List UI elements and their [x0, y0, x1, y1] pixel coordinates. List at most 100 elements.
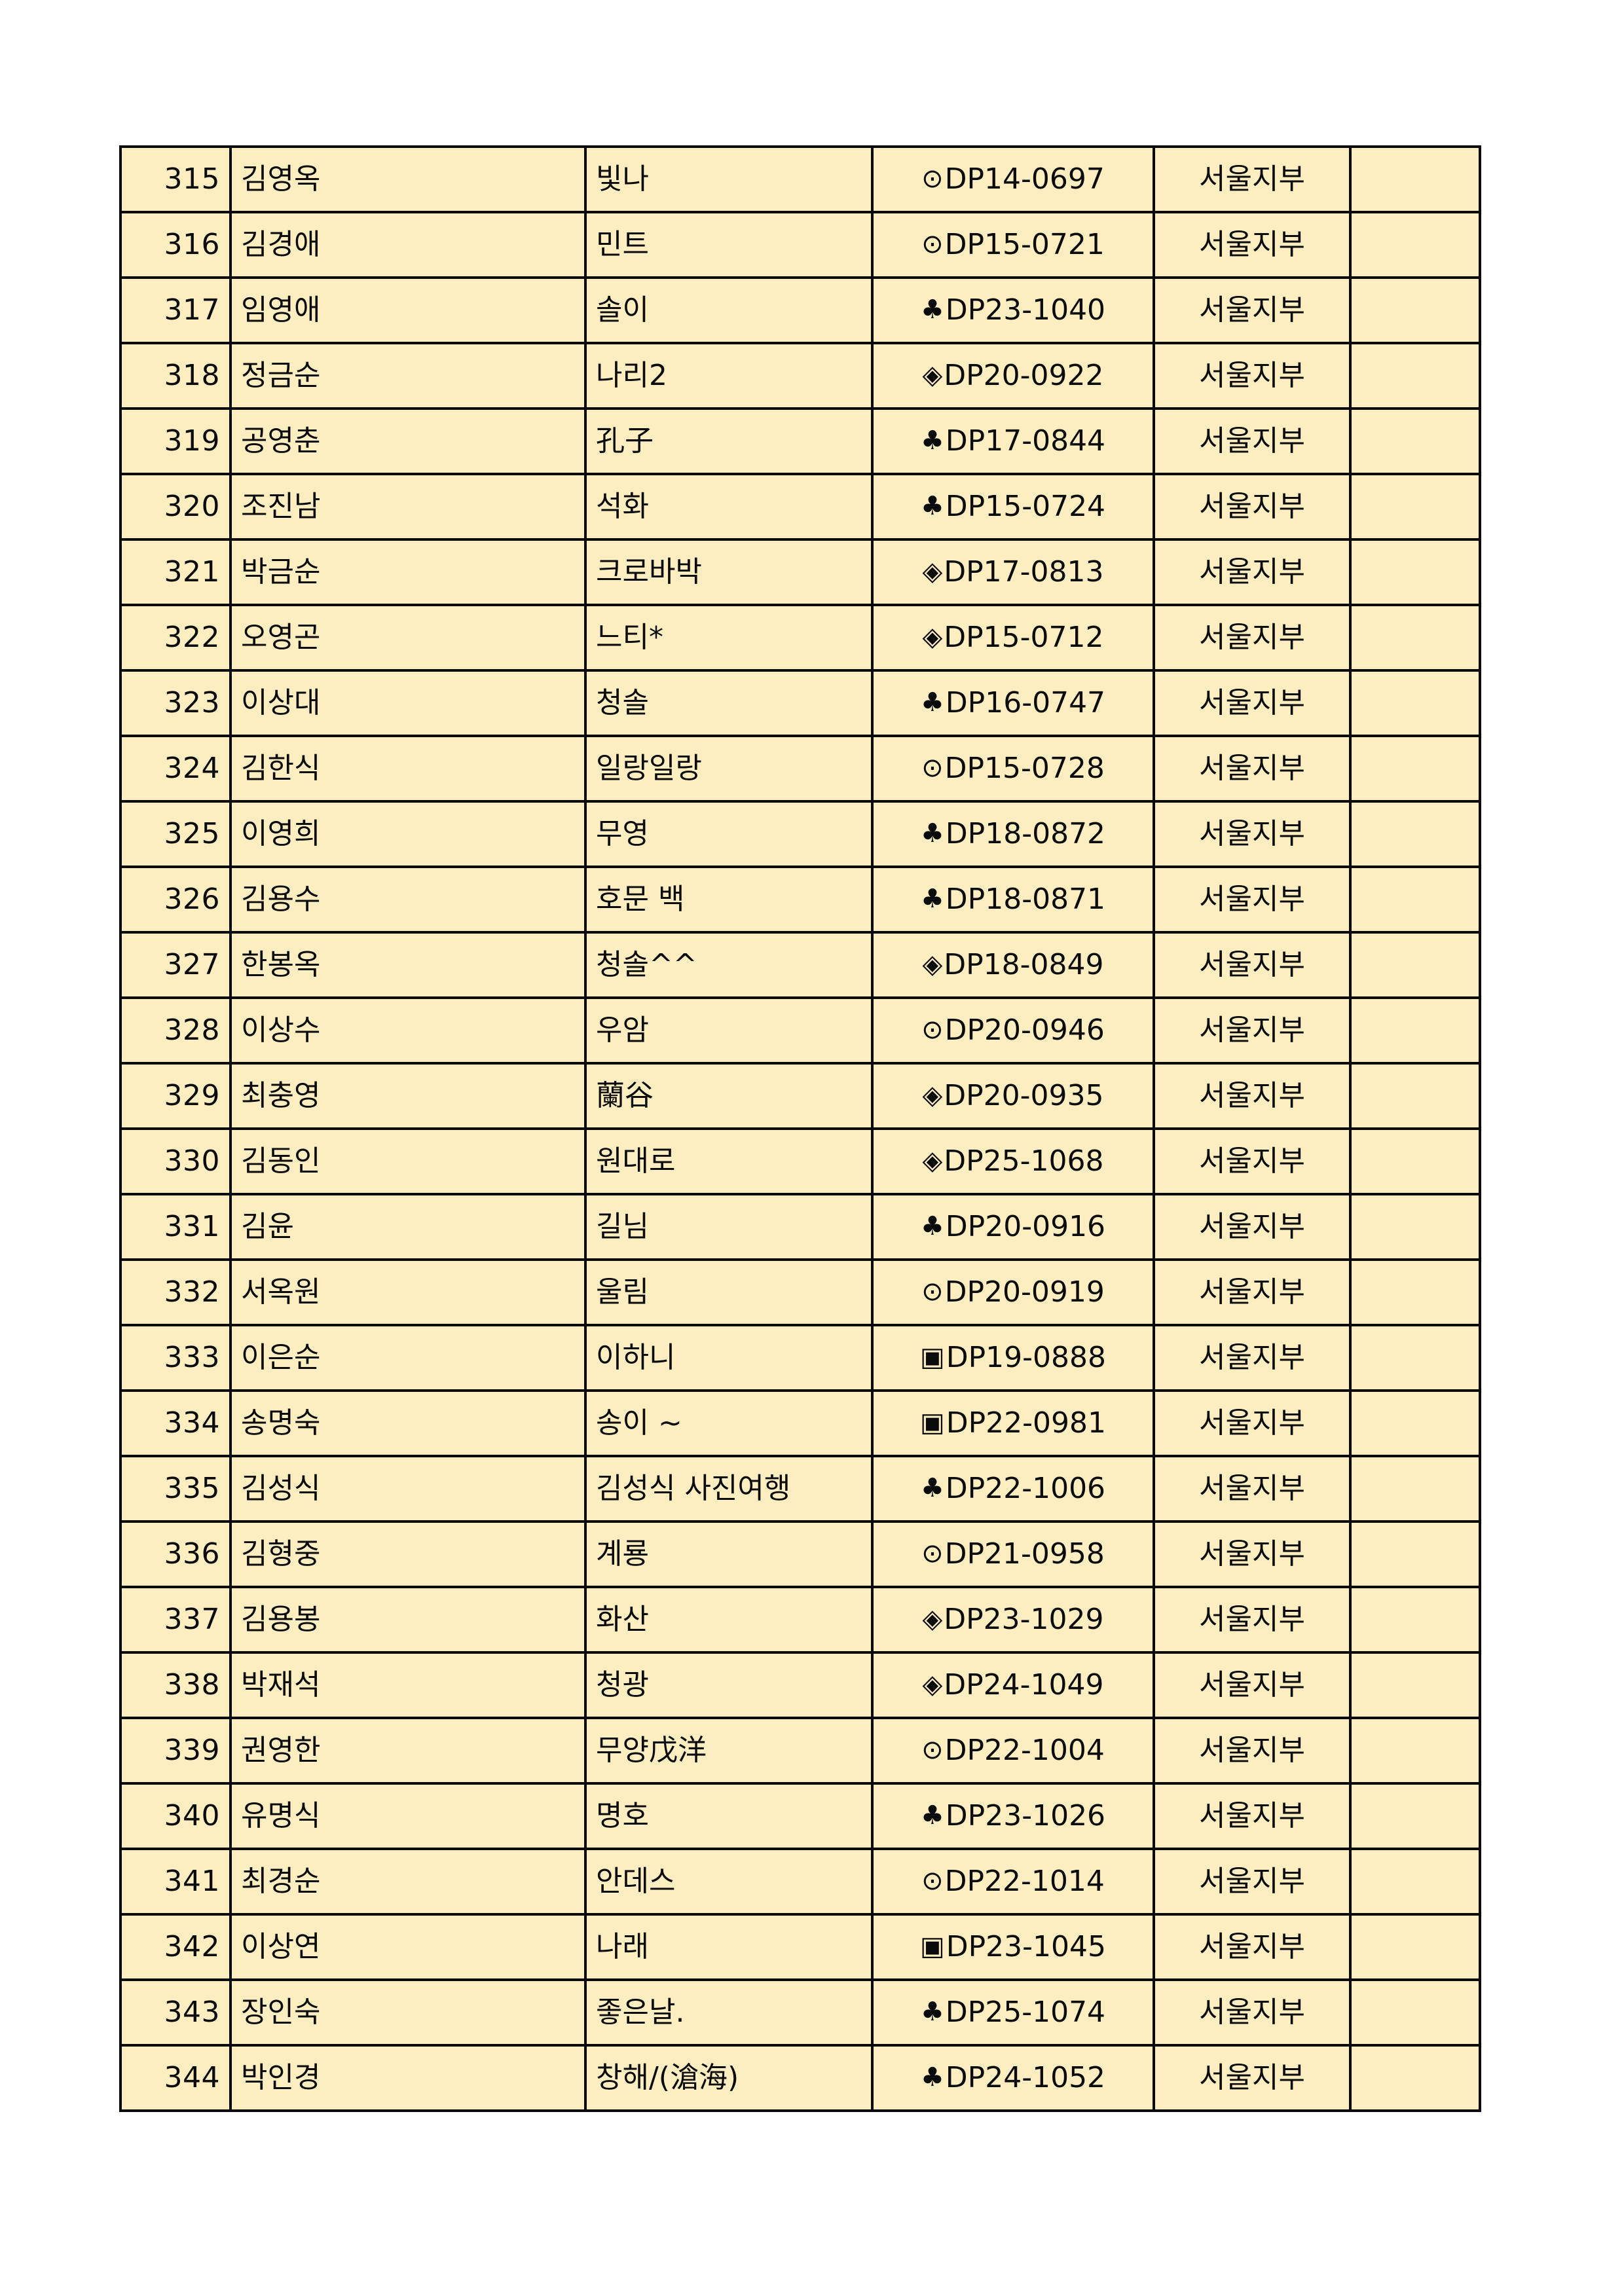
member-chapter-cell: 서울지부 — [1153, 1258, 1352, 1326]
member-note-cell — [1349, 473, 1481, 541]
table-row: 330 김동인 원대로 ◈DP25-1068 서울지부 — [119, 1127, 1481, 1195]
table-row: 319 공영춘 孔子 ♣DP17-0844 서울지부 — [119, 407, 1481, 475]
member-name-cell: 권영한 — [229, 1717, 587, 1785]
member-name-cell: 서옥원 — [229, 1258, 587, 1326]
member-code-cell: ◈DP24-1049 — [871, 1651, 1155, 1719]
member-name-cell: 임영애 — [229, 276, 587, 344]
member-number-cell: 338 — [119, 1651, 232, 1719]
member-number-cell: 337 — [119, 1586, 232, 1654]
member-note-cell — [1349, 342, 1481, 410]
member-code-text: DP20-0919 — [944, 1275, 1105, 1309]
member-code-text: DP25-1074 — [945, 1995, 1106, 2029]
table-row: 323 이상대 청솔 ♣DP16-0747 서울지부 — [119, 669, 1481, 737]
member-grade-symbol-icon: ⊙ — [921, 1865, 944, 1896]
member-number-cell: 330 — [119, 1127, 232, 1195]
table-row: 328 이상수 우암 ⊙DP20-0946 서울지부 — [119, 996, 1481, 1065]
member-nickname-cell: 솔이 — [584, 276, 874, 344]
member-code-text: DP25-1068 — [944, 1144, 1104, 1178]
member-code-text: DP20-0935 — [944, 1078, 1104, 1112]
member-grade-symbol-icon: ♣ — [920, 294, 944, 325]
member-chapter-cell: 서울지부 — [1153, 866, 1352, 934]
member-chapter-cell: 서울지부 — [1153, 1520, 1352, 1588]
member-grade-symbol-icon: ⊙ — [921, 1276, 944, 1307]
member-note-cell — [1349, 931, 1481, 999]
member-grade-symbol-icon: ♣ — [920, 490, 944, 521]
member-note-cell — [1349, 1913, 1481, 1981]
member-nickname-cell: 좋은날. — [584, 1978, 874, 2047]
table-row: 327 한봉옥 청솔^^ ◈DP18-0849 서울지부 — [119, 931, 1481, 999]
member-note-cell — [1349, 1717, 1481, 1785]
member-chapter-cell: 서울지부 — [1153, 1127, 1352, 1195]
member-grade-symbol-icon: ⊙ — [921, 752, 944, 783]
member-chapter-cell: 서울지부 — [1153, 735, 1352, 803]
member-code-cell: ⊙DP14-0697 — [871, 145, 1155, 213]
member-chapter-cell: 서울지부 — [1153, 211, 1352, 279]
member-chapter-cell: 서울지부 — [1153, 604, 1352, 672]
member-number-cell: 317 — [119, 276, 232, 344]
table-row: 334 송명숙 송이 ~ ▣DP22-0981 서울지부 — [119, 1389, 1481, 1457]
member-grade-symbol-icon: ♣ — [920, 1211, 944, 1241]
member-chapter-cell: 서울지부 — [1153, 1913, 1352, 1981]
member-nickname-cell: 호문 백 — [584, 866, 874, 934]
member-code-cell: ♣DP20-0916 — [871, 1193, 1155, 1261]
member-grade-symbol-icon: ⊙ — [921, 228, 944, 259]
member-table-body: 315 김영옥 빛나 ⊙DP14-0697 서울지부 316 김경애 민트 ⊙DP15-0721… — [119, 145, 1481, 2112]
member-code-text: DP20-0946 — [944, 1013, 1105, 1047]
member-chapter-cell: 서울지부 — [1153, 1062, 1352, 1130]
member-note-cell — [1349, 2044, 1481, 2112]
table-row: 333 이은순 이하니 ▣DP19-0888 서울지부 — [119, 1324, 1481, 1392]
member-number-cell: 332 — [119, 1258, 232, 1326]
member-note-cell — [1349, 1389, 1481, 1457]
member-code-text: DP17-0813 — [944, 555, 1104, 589]
member-grade-symbol-icon: ◈ — [922, 949, 943, 979]
member-chapter-cell: 서울지부 — [1153, 538, 1352, 606]
member-nickname-cell: 계룡 — [584, 1520, 874, 1588]
member-nickname-cell: 석화 — [584, 473, 874, 541]
member-code-cell: ♣DP15-0724 — [871, 473, 1155, 541]
member-chapter-cell: 서울지부 — [1153, 276, 1352, 344]
member-name-cell: 장인숙 — [229, 1978, 587, 2047]
table-row: 318 정금순 나리2 ◈DP20-0922 서울지부 — [119, 342, 1481, 410]
member-grade-symbol-icon: ⊙ — [921, 1734, 944, 1765]
member-chapter-cell: 서울지부 — [1153, 1651, 1352, 1719]
member-chapter-cell: 서울지부 — [1153, 669, 1352, 737]
member-code-text: DP22-0981 — [946, 1406, 1107, 1440]
member-code-text: DP15-0724 — [945, 489, 1106, 523]
member-note-cell — [1349, 1782, 1481, 1850]
member-number-cell: 343 — [119, 1978, 232, 2047]
member-note-cell — [1349, 1520, 1481, 1588]
table-row: 338 박재석 청광 ◈DP24-1049 서울지부 — [119, 1651, 1481, 1719]
table-row: 320 조진남 석화 ♣DP15-0724 서울지부 — [119, 473, 1481, 541]
member-nickname-cell: 울림 — [584, 1258, 874, 1326]
member-nickname-cell: 명호 — [584, 1782, 874, 1850]
member-number-cell: 339 — [119, 1717, 232, 1785]
member-number-cell: 325 — [119, 800, 232, 868]
member-chapter-cell: 서울지부 — [1153, 1848, 1352, 1916]
member-note-cell — [1349, 276, 1481, 344]
member-name-cell: 최경순 — [229, 1848, 587, 1916]
member-nickname-cell: 안데스 — [584, 1848, 874, 1916]
member-code-cell: ⊙DP22-1014 — [871, 1848, 1155, 1916]
member-chapter-cell: 서울지부 — [1153, 1324, 1352, 1392]
member-name-cell: 김용수 — [229, 866, 587, 934]
member-number-cell: 335 — [119, 1455, 232, 1523]
member-note-cell — [1349, 1651, 1481, 1719]
member-code-cell: ◈DP15-0712 — [871, 604, 1155, 672]
table-row: 332 서옥원 울림 ⊙DP20-0919 서울지부 — [119, 1258, 1481, 1326]
member-nickname-cell: 나리2 — [584, 342, 874, 410]
member-nickname-cell: 빛나 — [584, 145, 874, 213]
member-nickname-cell: 민트 — [584, 211, 874, 279]
member-grade-symbol-icon: ♣ — [920, 1996, 944, 2027]
member-nickname-cell: 창해/(滄海) — [584, 2044, 874, 2112]
table-row: 335 김성식 김성식 사진여행 ♣DP22-1006 서울지부 — [119, 1455, 1481, 1523]
table-row: 339 권영한 무양戊洋 ⊙DP22-1004 서울지부 — [119, 1717, 1481, 1785]
member-number-cell: 344 — [119, 2044, 232, 2112]
table-row: 344 박인경 창해/(滄海) ♣DP24-1052 서울지부 — [119, 2044, 1481, 2112]
member-chapter-cell: 서울지부 — [1153, 931, 1352, 999]
member-chapter-cell: 서울지부 — [1153, 1978, 1352, 2047]
member-code-cell: ♣DP17-0844 — [871, 407, 1155, 475]
member-nickname-cell: 길님 — [584, 1193, 874, 1261]
member-code-text: DP20-0916 — [945, 1209, 1106, 1243]
member-code-cell: ▣DP19-0888 — [871, 1324, 1155, 1392]
member-code-text: DP18-0849 — [944, 947, 1104, 981]
